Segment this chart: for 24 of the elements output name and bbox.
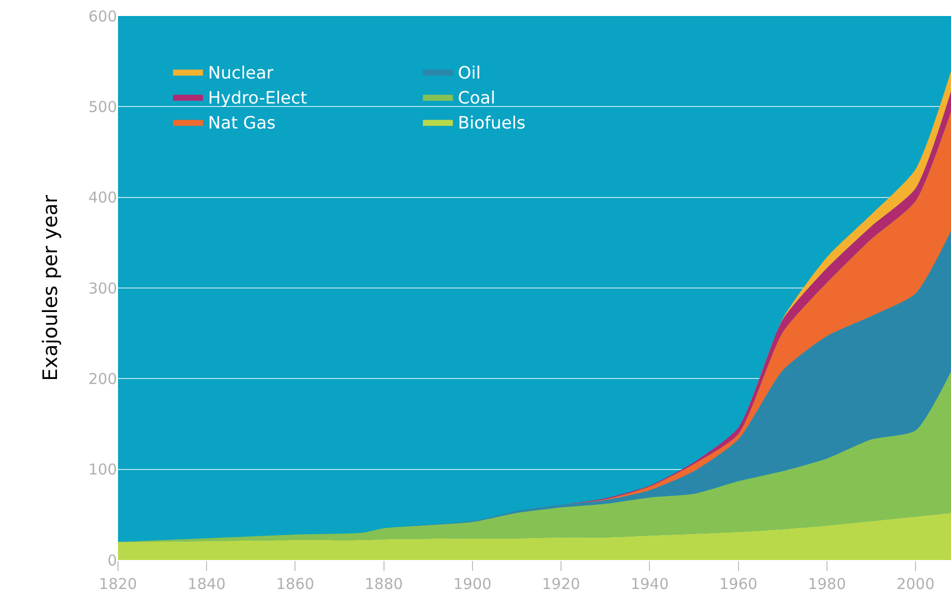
y-tick-label: 300 (88, 279, 117, 298)
x-tick-label: 1960 (719, 575, 758, 593)
legend-label: Hydro-Elect (208, 88, 308, 108)
x-tick-label: 1840 (188, 575, 226, 593)
y-tick-label: 100 (88, 460, 117, 479)
x-tick-label: 1820 (98, 575, 138, 593)
legend-label: Nuclear (208, 63, 274, 84)
legend-label: Biofuels (458, 113, 526, 134)
y-tick-label: 600 (88, 7, 117, 26)
legend-label: Oil (458, 63, 481, 84)
legend-label: Nat Gas (208, 113, 276, 134)
x-tick-label: 1920 (542, 575, 580, 593)
y-tick-label: 400 (88, 188, 117, 207)
y-axis-title: Exajoules per year (38, 194, 62, 382)
y-tick-label: 0 (107, 551, 117, 570)
x-tick-label: 1900 (453, 575, 492, 593)
y-tick-label: 200 (88, 370, 117, 388)
x-tick-label: 1880 (364, 575, 403, 593)
x-tick-label: 1980 (808, 575, 846, 593)
legend-label: Coal (458, 88, 496, 108)
x-tick-label: 1940 (630, 575, 669, 593)
x-tick-label: 1860 (276, 575, 314, 593)
y-tick-label: 500 (88, 98, 117, 116)
x-tick-label: 2000 (896, 575, 935, 593)
